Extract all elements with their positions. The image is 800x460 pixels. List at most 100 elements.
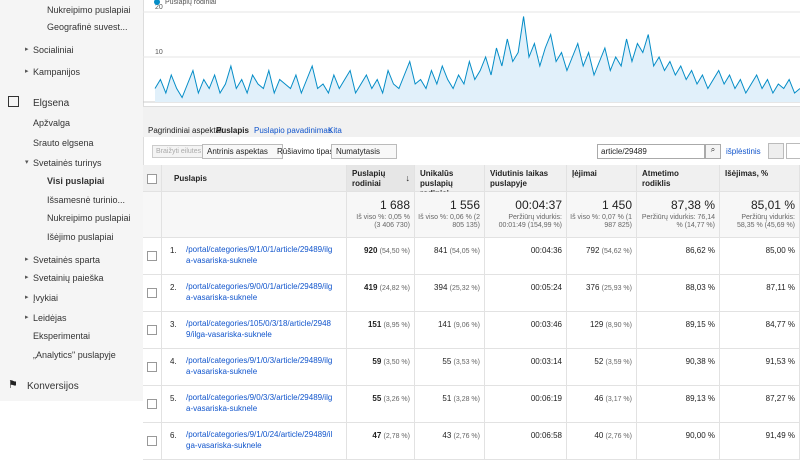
nav-item[interactable]: Elgsena — [33, 98, 70, 109]
metric: 129 (8,90 %) — [590, 320, 632, 329]
metric: 920 (54,50 %) — [364, 246, 410, 255]
dropdown[interactable]: Antrinis aspektas — [202, 144, 283, 159]
sidebar: Nukreipimo puslapiai Geografinė suvest...… — [0, 0, 144, 401]
page-link[interactable]: /portal/categories/105/0/3/18/article/29… — [186, 319, 331, 339]
header-label[interactable]: Puslapių rodiniai — [352, 169, 386, 188]
metric: 87,27 % — [765, 394, 795, 403]
nav-item[interactable]: Svetainės turinys — [33, 158, 102, 168]
metric: 394 (25,32 %) — [434, 283, 480, 292]
sort-arrow[interactable]: ↓ — [405, 173, 411, 183]
tree-toggle: ▸ — [25, 256, 29, 263]
header-cell: Puslapių rodiniai ↓ — [347, 165, 415, 192]
dimension-bar — [143, 106, 800, 137]
nav-item[interactable]: Išsamesnė turinio... — [47, 195, 126, 205]
nav-item[interactable]: Įvykiai — [33, 293, 59, 303]
total-value: 87,38 % — [670, 198, 715, 212]
search-button[interactable]: ⌕ — [705, 144, 721, 159]
checkbox[interactable] — [147, 288, 157, 298]
row-cell: 792 (54,62 %) — [567, 238, 637, 275]
metric: 419 (24,82 %) — [364, 283, 410, 292]
nav-item[interactable]: „Analytics" puslapyje — [33, 350, 116, 360]
row-cell: 376 (25,93 %) — [567, 275, 637, 312]
total-note: Peržiūrų vidurkis: 00:01:49 (154,99 %) — [498, 214, 562, 229]
nav-item[interactable]: Išėjimo puslapiai — [47, 232, 114, 242]
metric-value: 129 — [589, 320, 604, 329]
nav-item[interactable]: Srauto elgsena — [33, 138, 94, 148]
metric: 91,53 % — [765, 357, 795, 366]
page-link[interactable]: /portal/categories/9/0/0/1/article/29489… — [186, 282, 333, 302]
metric-value: 376 — [586, 283, 600, 292]
header-label[interactable]: Puslapis — [174, 174, 207, 183]
page-link[interactable]: /portal/categories/9/1/0/1/article/29489… — [186, 245, 333, 265]
row-cell: 00:06:58 — [485, 423, 567, 460]
nav-item[interactable]: Leidėjas — [33, 313, 67, 323]
nav-item[interactable]: Svetainės sparta — [33, 255, 101, 265]
search-box[interactable]: article/29489 — [597, 144, 705, 159]
metric-share: (8,95 %) — [383, 322, 410, 329]
row-cell: 141 (9,06 %) — [415, 312, 485, 349]
total-note: Peržiūrų vidurkis: 58,35 % (45,69 %) — [737, 214, 795, 229]
link[interactable]: išplėstinis — [726, 147, 761, 156]
row-cell: 85,00 % — [720, 238, 800, 275]
nav-item[interactable]: Apžvalga — [33, 118, 71, 128]
row-cell: 00:03:46 — [485, 312, 567, 349]
nav-item[interactable]: Socialiniai — [33, 45, 74, 55]
nav-item[interactable]: Konversijos — [27, 381, 79, 392]
metric: 55 (3,26 %) — [372, 394, 410, 403]
checkbox[interactable] — [147, 362, 157, 372]
metric: 90,38 % — [685, 357, 715, 366]
row-cell: 55 (3,53 %) — [415, 349, 485, 386]
row-cell — [143, 275, 162, 312]
header-cell: Unikalūs puslapių rodiniai — [415, 165, 485, 198]
row-cell: 84,77 % — [720, 312, 800, 349]
tree-toggle: ▸ — [25, 68, 29, 75]
page-link[interactable]: /portal/categories/9/1/0/3/article/29489… — [186, 356, 333, 376]
view-toggle[interactable] — [768, 143, 784, 159]
metric: 90,00 % — [685, 431, 715, 440]
page-link[interactable]: /portal/categories/9/0/3/3/article/29489… — [186, 393, 333, 413]
nav-item[interactable]: Geografinė suvest... — [47, 22, 128, 32]
view-toggle[interactable] — [786, 143, 800, 159]
metric: 00:06:19 — [530, 394, 562, 403]
legend-marker — [154, 0, 160, 5]
row-cell: 6. /portal/categories/9/1/0/24/article/29… — [162, 423, 347, 460]
row-cell: 52 (3,59 %) — [567, 349, 637, 386]
header-label[interactable]: Išėjimas, % — [725, 169, 769, 178]
nav-item[interactable]: Kampanijos — [33, 67, 81, 77]
nav-item[interactable]: Nukreipimo puslapiai — [47, 5, 131, 15]
metric-value: 841 — [434, 246, 448, 255]
row-cell: 40 (2,76 %) — [567, 423, 637, 460]
row-cell — [143, 423, 162, 460]
header-label[interactable]: Įėjimai — [572, 169, 597, 178]
nav-item[interactable]: Eksperimentai — [33, 331, 91, 341]
checkbox[interactable] — [147, 325, 157, 335]
metric-share: (54,62 %) — [601, 248, 632, 255]
link[interactable]: Puslapio pavadinimas — [254, 126, 332, 135]
sort-label: Rūšiavimo tipas: — [277, 147, 336, 156]
chart: 10202015 sausis2015 balandis2015 liepaPu… — [143, 0, 800, 103]
header-label[interactable]: Vidutinis laikas puslapyje — [490, 169, 549, 188]
metric-value: 151 — [367, 320, 382, 329]
nav-item[interactable]: Nukreipimo puslapiai — [47, 213, 131, 223]
metric: 141 (9,06 %) — [438, 320, 480, 329]
row-cell: 151 (8,95 %) — [347, 312, 415, 349]
checkbox[interactable] — [147, 251, 157, 261]
button[interactable]: Braižyti eilutes — [152, 145, 206, 158]
checkbox[interactable] — [147, 174, 157, 184]
checkbox[interactable] — [147, 436, 157, 446]
row-cell — [143, 238, 162, 275]
header-label[interactable]: Atmetimo rodiklis — [642, 169, 679, 188]
link[interactable]: Kita — [328, 126, 342, 135]
row-cell: 129 (8,90 %) — [567, 312, 637, 349]
row-cell: 394 (25,32 %) — [415, 275, 485, 312]
row-cell: 89,15 % — [637, 312, 720, 349]
nav-item[interactable]: Svetainių paieška — [33, 273, 104, 283]
row-cell: 90,00 % — [637, 423, 720, 460]
nav-item[interactable]: Visi puslapiai — [47, 176, 105, 186]
row-index: 3. — [170, 320, 177, 329]
page-link[interactable]: /portal/categories/9/1/0/24/article/2948… — [186, 430, 333, 450]
row-index: 4. — [170, 357, 177, 366]
dimension: Puslapis — [216, 126, 249, 135]
dropdown[interactable]: Numatytasis — [331, 144, 398, 159]
metric-value: 43 — [442, 431, 452, 440]
